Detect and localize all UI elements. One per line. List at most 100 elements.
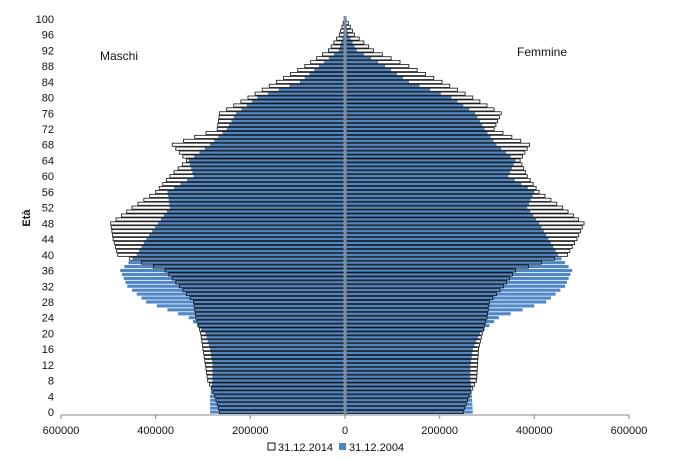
- bar-male-bars-2004-age-25: [178, 312, 345, 316]
- bar-female-bars-2004-age-75: [345, 115, 478, 119]
- bar-female-bars-2004-age-81: [345, 92, 441, 96]
- bar-female-bars-2004-age-53: [345, 202, 530, 206]
- bar-male-bars-2004-age-0: [210, 410, 345, 414]
- bar-female-bars-2004-age-3: [345, 398, 473, 402]
- bar-female-bars-2004-age-41: [345, 249, 556, 253]
- bar-male-bars-2004-age-34: [123, 276, 345, 280]
- bar-male-bars-2004-age-24: [188, 316, 345, 320]
- bar-female-bars-2004-age-96: [345, 33, 349, 37]
- bar-male-bars-2004-age-41: [139, 249, 345, 253]
- bar-male-bars-2004-age-76: [236, 111, 345, 115]
- bar-male-bars-2004-age-17: [208, 343, 345, 347]
- bar-female-bars-2004-age-4: [345, 394, 472, 398]
- bar-male-bars-2004-age-35: [121, 272, 345, 277]
- bar-female-bars-2004-age-68: [345, 143, 497, 147]
- bar-male-bars-2004-age-85: [304, 76, 345, 80]
- bar-male-bars-2004-age-51: [166, 210, 345, 214]
- bar-female-bars-2004-age-49: [345, 217, 537, 221]
- bar-male-bars-2004-age-80: [257, 96, 345, 100]
- bar-male-bars-2004-age-68: [210, 143, 345, 147]
- bar-male-bars-2004-age-89: [323, 60, 345, 64]
- bar-male-bars-2004-age-32: [127, 284, 346, 288]
- bar-female-bars-2004-age-79: [345, 99, 458, 104]
- bar-female-bars-2004-age-77: [345, 107, 470, 111]
- bar-female-bars-2004-age-14: [345, 355, 472, 359]
- bar-male-bars-2004-age-48: [158, 221, 345, 225]
- bar-male-bars-2004-age-5: [210, 390, 345, 394]
- bar-male-bars-2004-age-15: [210, 351, 345, 355]
- y-tick-label-44: 44: [42, 234, 54, 246]
- x-tick-label-1: 400000: [137, 425, 174, 437]
- bar-male-bars-2004-age-29: [141, 296, 345, 300]
- legend-swatch-2004: [339, 443, 346, 450]
- bar-male-bars-2004-age-65: [194, 154, 346, 159]
- bar-female-bars-2004-age-65: [345, 154, 511, 159]
- bar-male-bars-2004-age-92: [338, 48, 345, 52]
- bar-male-bars-2004-age-10: [212, 371, 345, 375]
- females-label: Femmine: [517, 45, 567, 59]
- bar-male-bars-2004-age-37: [124, 265, 345, 269]
- bar-male-bars-2004-age-75: [233, 115, 345, 119]
- bar-male-bars-2004-age-47: [155, 225, 345, 229]
- bar-male-bars-2004-age-78: [246, 103, 345, 108]
- bar-female-bars-2004-age-5: [345, 390, 472, 394]
- bar-female-bars-2004-age-0: [345, 410, 473, 414]
- y-tick-label-48: 48: [42, 218, 54, 230]
- bar-female-bars-2004-age-50: [345, 213, 534, 218]
- bar-male-bars-2004-age-88: [318, 64, 345, 68]
- bar-male-bars-2004-age-79: [252, 99, 345, 104]
- bar-male-bars-2004-age-55: [168, 194, 345, 198]
- bar-female-bars-2004-age-86: [345, 72, 398, 76]
- bar-female-bars-2004-age-83: [345, 84, 420, 88]
- bar-female-bars-2004-age-90: [345, 56, 372, 60]
- bar-female-bars-2004-age-19: [345, 335, 479, 339]
- bar-female-bars-2004-age-46: [345, 229, 544, 233]
- y-tick-label-4: 4: [48, 391, 54, 403]
- bar-male-bars-2004-age-53: [169, 202, 345, 206]
- bar-female-bars-2004-age-25: [345, 312, 511, 316]
- bar-female-bars-2004-age-76: [345, 111, 476, 115]
- bar-male-bars-2004-age-90: [328, 56, 345, 60]
- bar-male-bars-2004-age-2: [210, 402, 345, 406]
- bar-female-bars-2004-age-88: [345, 64, 386, 68]
- legend: 31.12.2014 31.12.2004: [267, 442, 404, 454]
- y-tick-label-28: 28: [42, 297, 54, 309]
- bar-male-bars-2004-age-58: [180, 182, 345, 186]
- bar-female-bars-2004-age-85: [345, 76, 403, 80]
- bar-male-bars-2004-age-81: [268, 92, 345, 96]
- x-tick-label-3: 0: [342, 425, 348, 437]
- y-axis-label: Età: [21, 209, 33, 227]
- bar-female-bars-2004-age-51: [345, 210, 531, 214]
- bar-female-bars-2004-age-64: [345, 158, 516, 163]
- x-tick-label-6: 600000: [611, 425, 648, 437]
- y-tick-label-0: 0: [48, 407, 54, 419]
- bar-male-bars-2004-age-61: [192, 170, 345, 174]
- bar-female-bars-2004-age-21: [345, 327, 485, 332]
- y-tick-label-68: 68: [42, 140, 54, 152]
- bar-male-bars-2004-age-39: [132, 257, 345, 261]
- bar-female-bars-2004-age-44: [345, 237, 549, 241]
- bar-female-bars-2004-age-12: [345, 363, 471, 367]
- bar-male-bars-2004-age-73: [229, 123, 345, 127]
- bar-male-bars-2004-age-84: [300, 80, 345, 84]
- bar-female-bars-2004-age-82: [345, 88, 431, 92]
- bar-male-bars-2004-age-13: [211, 359, 346, 363]
- bar-female-bars-2004-age-57: [345, 186, 528, 190]
- y-tick-label-20: 20: [42, 328, 54, 340]
- y-tick-label-84: 84: [42, 77, 54, 89]
- bar-male-bars-2004-age-4: [210, 394, 345, 398]
- y-axis-ticks: 0481216202428323640444852566064687276808…: [36, 14, 54, 419]
- males-label: Maschi: [100, 49, 138, 63]
- bar-male-bars-2004-age-18: [207, 339, 345, 343]
- bar-female-bars-2004-age-56: [345, 190, 535, 194]
- bar-male-bars-2004-age-40: [136, 253, 345, 257]
- bar-male-bars-2004-age-30: [136, 292, 345, 296]
- bar-female-bars-2004-age-38: [345, 261, 566, 265]
- bar-female-bars-2004-age-27: [345, 304, 535, 308]
- bar-male-bars-2004-age-19: [206, 335, 345, 339]
- bar-female-bars-2004-age-69: [345, 139, 494, 143]
- legend-swatch-2014: [267, 442, 276, 451]
- bar-female-bars-2004-age-36: [345, 268, 573, 273]
- bar-female-bars-2004-age-40: [345, 253, 558, 257]
